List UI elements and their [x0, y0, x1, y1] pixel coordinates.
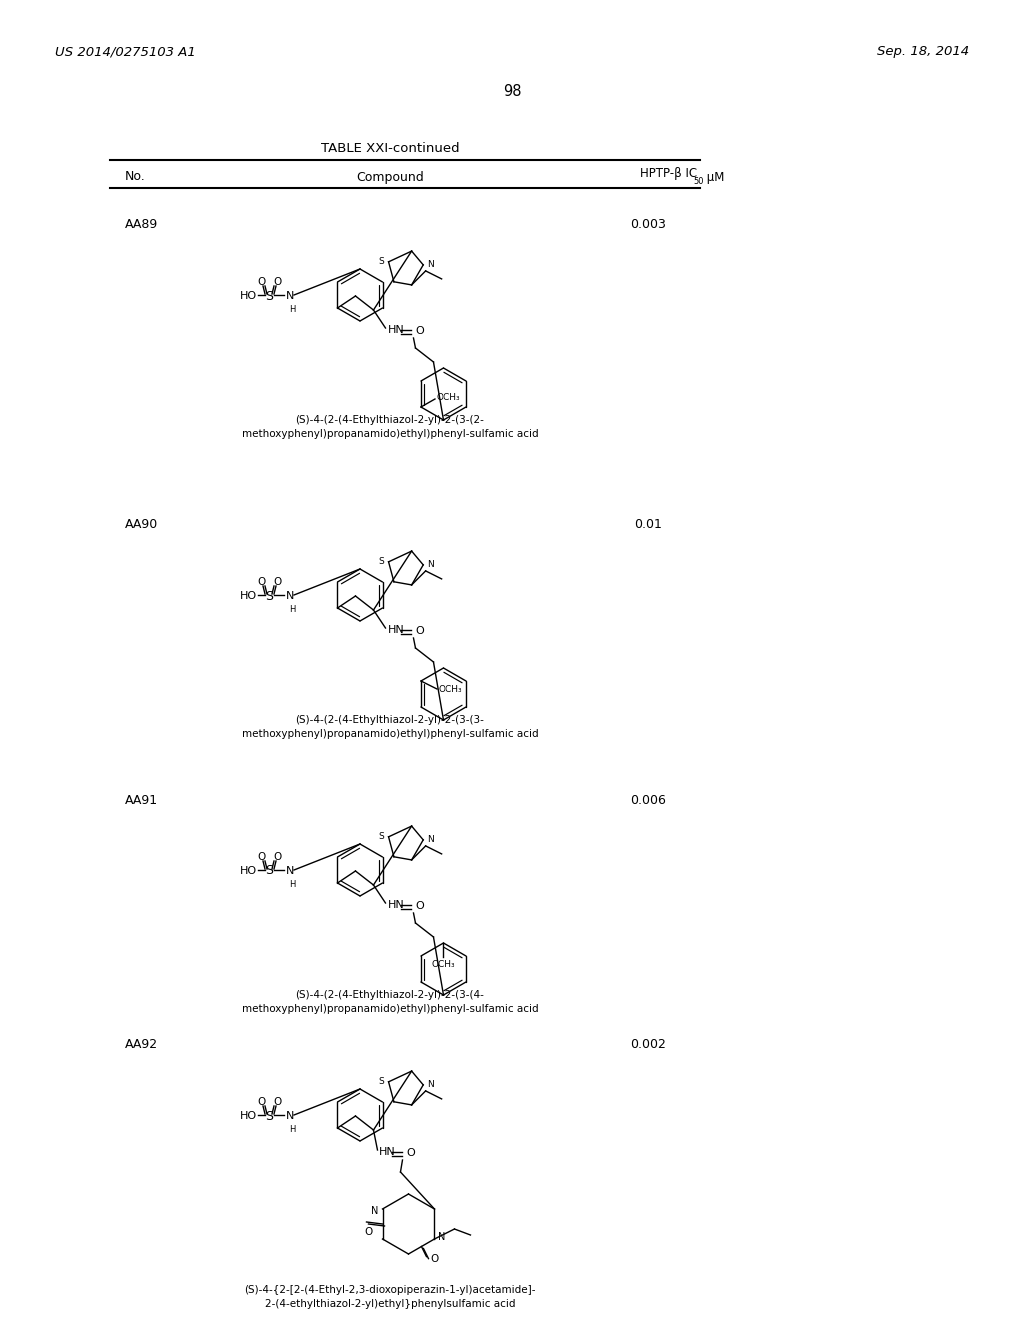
Text: 0.01: 0.01	[634, 519, 662, 532]
Text: N: N	[427, 836, 434, 845]
Text: O: O	[257, 851, 265, 862]
Text: HN: HN	[379, 1147, 395, 1158]
Text: H: H	[289, 880, 295, 888]
Text: O: O	[365, 1228, 373, 1237]
Text: OCH₃: OCH₃	[437, 392, 461, 401]
Text: HO: HO	[240, 866, 257, 876]
Text: 98: 98	[503, 84, 521, 99]
Text: S: S	[379, 833, 385, 841]
Text: S: S	[265, 289, 273, 302]
Text: HO: HO	[240, 591, 257, 601]
Text: HPTP-β IC: HPTP-β IC	[640, 166, 697, 180]
Text: N: N	[286, 1111, 294, 1121]
Text: H: H	[289, 605, 295, 614]
Text: 0.006: 0.006	[630, 793, 666, 807]
Text: O: O	[257, 577, 265, 587]
Text: N: N	[286, 866, 294, 876]
Text: HO: HO	[240, 290, 257, 301]
Text: H: H	[289, 1125, 295, 1134]
Text: Compound: Compound	[356, 170, 424, 183]
Text: O: O	[273, 1097, 283, 1107]
Text: N: N	[427, 561, 434, 569]
Text: N: N	[286, 290, 294, 301]
Text: OCH₃: OCH₃	[439, 685, 463, 693]
Text: No.: No.	[125, 170, 145, 183]
Text: N: N	[427, 260, 434, 269]
Text: AA92: AA92	[125, 1039, 158, 1052]
Text: 2-(4-ethylthiazol-2-yl)ethyl}phenylsulfamic acid: 2-(4-ethylthiazol-2-yl)ethyl}phenylsulfa…	[265, 1299, 515, 1309]
Text: S: S	[379, 557, 385, 566]
Text: 0.003: 0.003	[630, 219, 666, 231]
Text: S: S	[265, 590, 273, 602]
Text: S: S	[265, 865, 273, 878]
Text: O: O	[416, 326, 424, 337]
Text: O: O	[273, 577, 283, 587]
Text: N: N	[286, 591, 294, 601]
Text: μM: μM	[703, 170, 724, 183]
Text: HN: HN	[387, 325, 404, 335]
Text: OCH₃: OCH₃	[432, 960, 456, 969]
Text: N: N	[427, 1080, 434, 1089]
Text: S: S	[379, 257, 385, 267]
Text: methoxyphenyl)propanamido)ethyl)phenyl-sulfamic acid: methoxyphenyl)propanamido)ethyl)phenyl-s…	[242, 1005, 539, 1014]
Text: (S)-4-{2-[2-(4-Ethyl-2,3-dioxopiperazin-1-yl)acetamide]-: (S)-4-{2-[2-(4-Ethyl-2,3-dioxopiperazin-…	[245, 1284, 536, 1295]
Text: AA89: AA89	[125, 219, 159, 231]
Text: O: O	[273, 277, 283, 286]
Text: methoxyphenyl)propanamido)ethyl)phenyl-sulfamic acid: methoxyphenyl)propanamido)ethyl)phenyl-s…	[242, 729, 539, 739]
Text: (S)-4-(2-(4-Ethylthiazol-2-yl)-2-(3-(3-: (S)-4-(2-(4-Ethylthiazol-2-yl)-2-(3-(3-	[296, 715, 484, 725]
Text: AA91: AA91	[125, 793, 158, 807]
Text: O: O	[407, 1148, 416, 1158]
Text: O: O	[416, 902, 424, 911]
Text: Sep. 18, 2014: Sep. 18, 2014	[877, 45, 969, 58]
Text: O: O	[273, 851, 283, 862]
Text: AA90: AA90	[125, 519, 159, 532]
Text: H: H	[289, 305, 295, 314]
Text: N: N	[438, 1232, 445, 1242]
Text: 50: 50	[693, 177, 703, 186]
Text: O: O	[257, 1097, 265, 1107]
Text: N: N	[371, 1206, 379, 1216]
Text: 0.002: 0.002	[630, 1039, 666, 1052]
Text: O: O	[257, 277, 265, 286]
Text: O: O	[416, 626, 424, 636]
Text: methoxyphenyl)propanamido)ethyl)phenyl-sulfamic acid: methoxyphenyl)propanamido)ethyl)phenyl-s…	[242, 429, 539, 440]
Text: HO: HO	[240, 1111, 257, 1121]
Text: HN: HN	[387, 900, 404, 909]
Text: US 2014/0275103 A1: US 2014/0275103 A1	[55, 45, 196, 58]
Text: (S)-4-(2-(4-Ethylthiazol-2-yl)-2-(3-(4-: (S)-4-(2-(4-Ethylthiazol-2-yl)-2-(3-(4-	[296, 990, 484, 1001]
Text: S: S	[379, 1077, 385, 1086]
Text: O: O	[430, 1254, 438, 1263]
Text: (S)-4-(2-(4-Ethylthiazol-2-yl)-2-(3-(2-: (S)-4-(2-(4-Ethylthiazol-2-yl)-2-(3-(2-	[296, 414, 484, 425]
Text: S: S	[265, 1110, 273, 1122]
Text: TABLE XXI-continued: TABLE XXI-continued	[321, 141, 460, 154]
Text: HN: HN	[387, 624, 404, 635]
